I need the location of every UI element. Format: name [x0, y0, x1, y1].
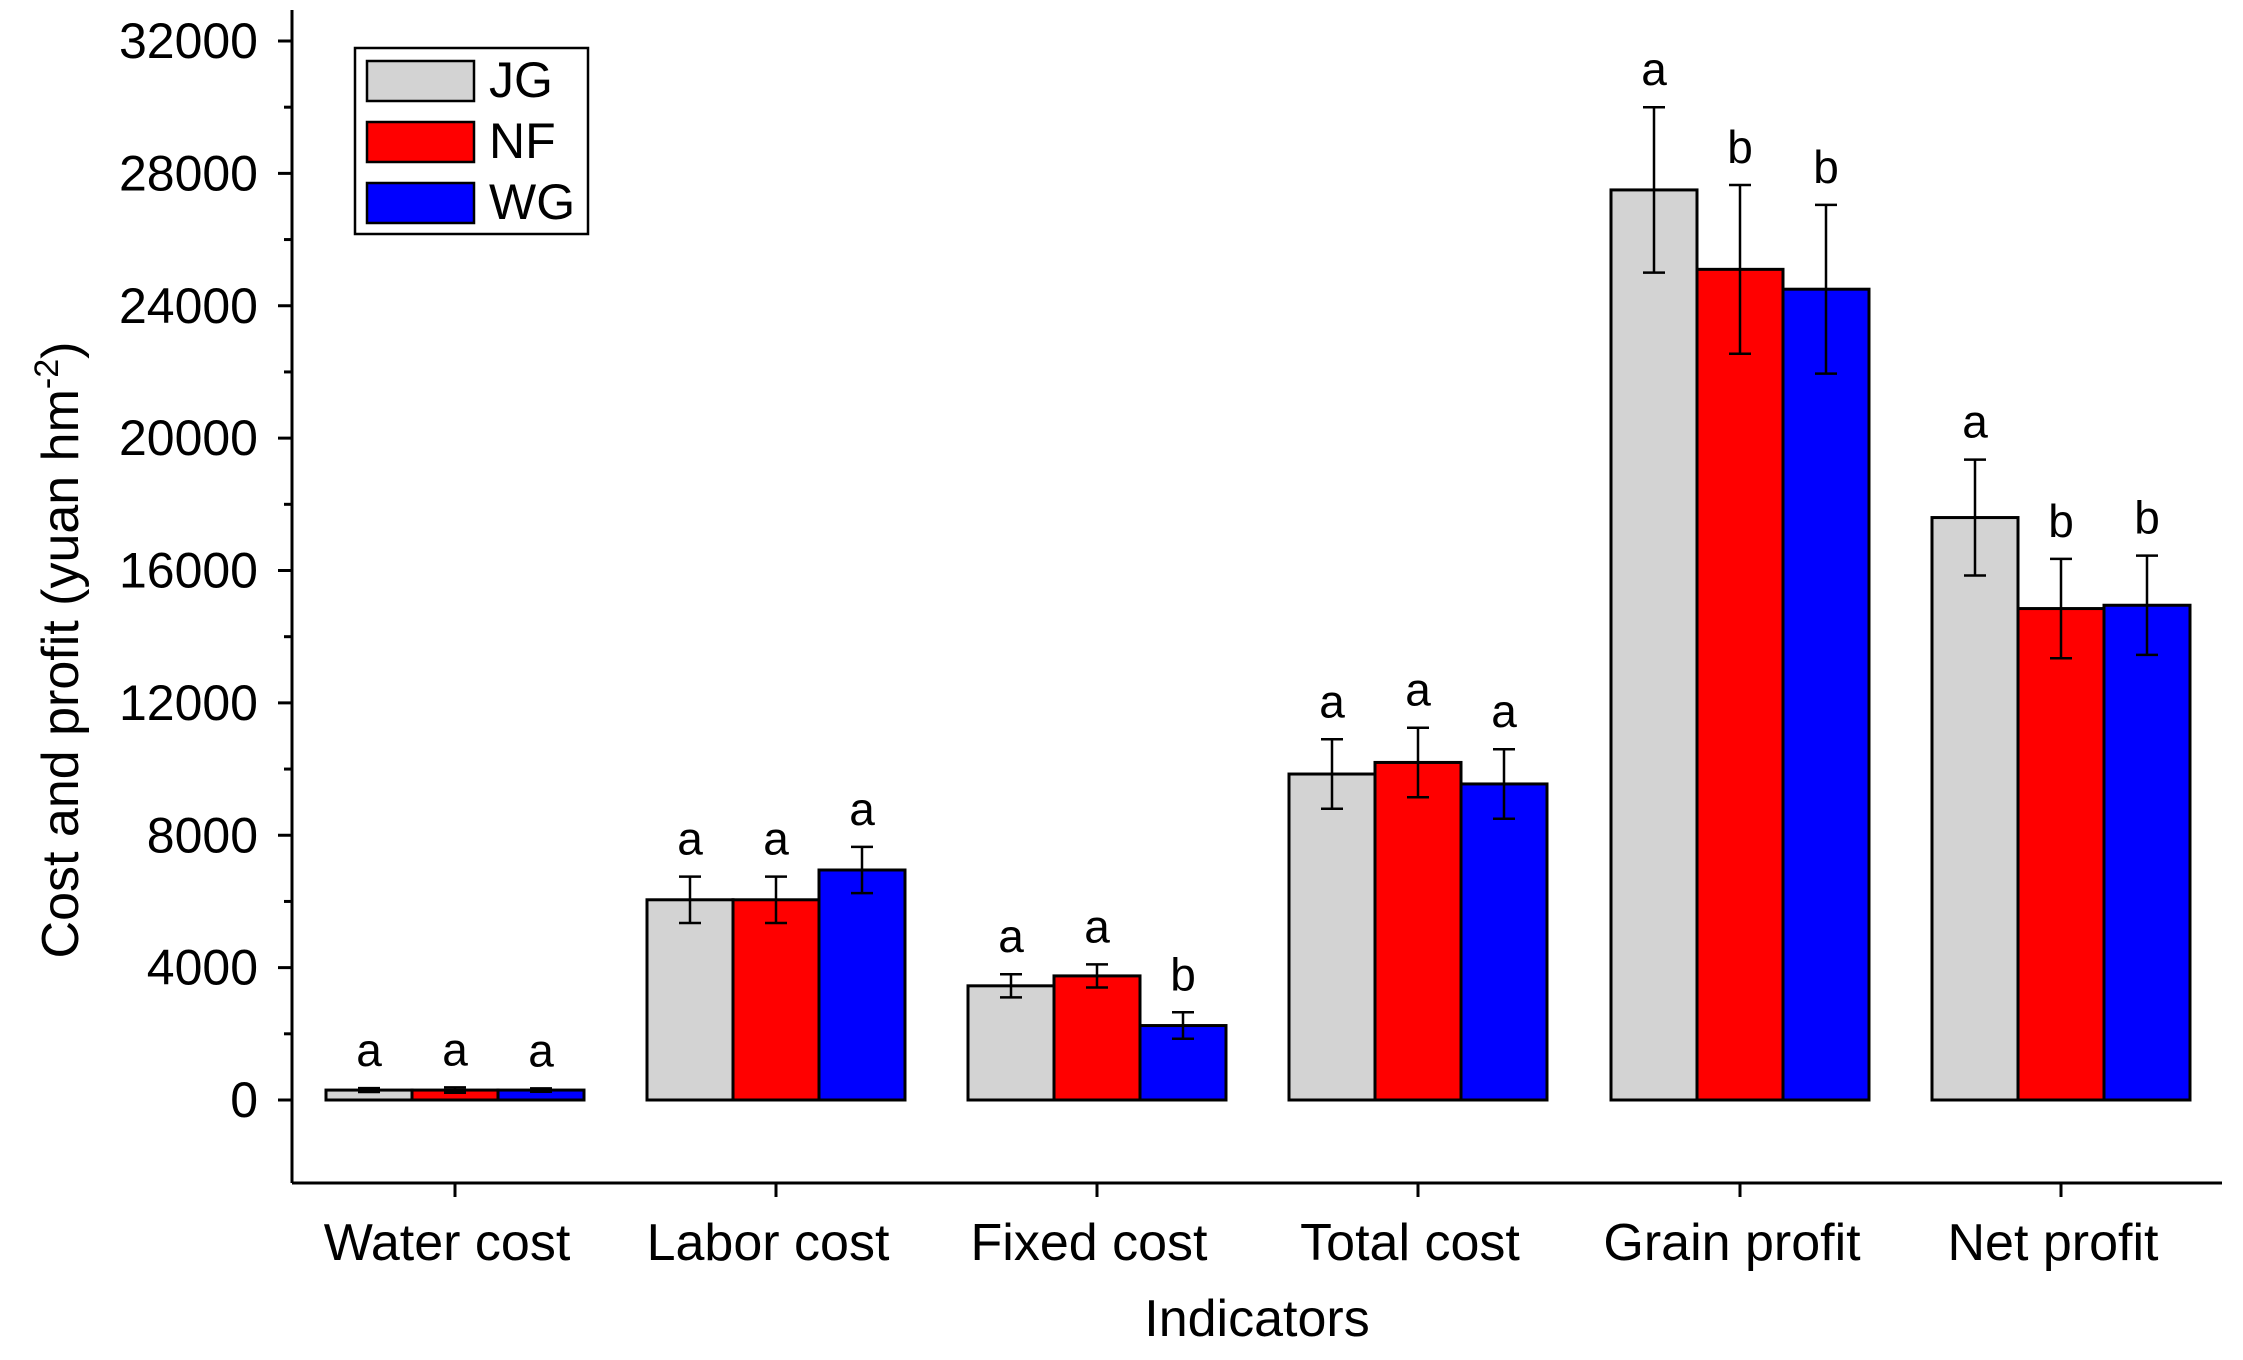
x-category-label: Net profit: [1948, 1214, 2160, 1272]
y-tick-label: 28000: [119, 145, 258, 201]
significance-label: a: [1641, 43, 1667, 95]
y-tick-label: 12000: [119, 675, 258, 731]
y-tick-label: 24000: [119, 278, 258, 334]
y-tick-label: 8000: [147, 807, 258, 863]
y-tick-label: 32000: [119, 13, 258, 69]
significance-label: a: [1084, 900, 1110, 952]
y-axis-title: Cost and profit (yuan hm-2): [28, 342, 90, 959]
legend-label-nf: NF: [489, 113, 556, 169]
y-tick-label: 4000: [147, 940, 258, 996]
legend-label-wg: WG: [489, 174, 575, 230]
y-tick-label: 0: [230, 1072, 258, 1128]
y-axis-title-main: Cost and profit (yuan hm: [32, 389, 90, 958]
x-category-label: Water cost: [324, 1214, 571, 1272]
bar-nf: [1373, 760, 1463, 1102]
significance-label: a: [763, 813, 789, 865]
x-axis-title: Indicators: [1144, 1290, 1369, 1348]
bar-wg: [1459, 782, 1549, 1102]
axes: [278, 10, 2222, 1197]
x-category-label: Labor cost: [647, 1214, 890, 1272]
y-tick-label: 20000: [119, 410, 258, 466]
legend-swatch-jg: [365, 59, 476, 103]
significance-label: a: [1962, 396, 1988, 448]
bar-jg: [966, 984, 1056, 1102]
significance-label: a: [528, 1024, 554, 1076]
significance-label: a: [1405, 664, 1431, 716]
bar-wg: [2102, 603, 2192, 1102]
legend-label-jg: JG: [489, 52, 553, 108]
significance-label: a: [442, 1023, 468, 1075]
significance-label: b: [2134, 492, 2160, 544]
bar-nf: [731, 898, 821, 1102]
bar-jg: [1609, 188, 1699, 1102]
significance-label: a: [849, 783, 875, 835]
legend-swatch-wg: [365, 181, 476, 225]
bar-wg: [1781, 287, 1871, 1102]
bar-jg: [645, 898, 735, 1102]
bar-nf: [1695, 267, 1785, 1102]
labels: 0 4000 8000 12000 16000 20000 24000 28000 32000 W…: [119, 13, 2160, 1272]
x-category-label: Total cost: [1300, 1214, 1520, 1272]
y-axis-title-superscript: -2: [28, 359, 66, 389]
bar-wg: [817, 868, 907, 1102]
significance-label: a: [356, 1024, 382, 1076]
significance-label: b: [1813, 141, 1839, 193]
bar-jg: [1930, 516, 2020, 1102]
significance-label: a: [998, 910, 1024, 962]
significance-label: a: [1319, 675, 1345, 727]
significance-label: b: [1727, 121, 1753, 173]
x-category-label: Grain profit: [1603, 1214, 1861, 1272]
legend-swatch-nf: [365, 120, 476, 164]
significance-label: a: [677, 813, 703, 865]
significance-label: b: [1170, 948, 1196, 1000]
significance-label: a: [1491, 685, 1517, 737]
bar-nf: [1052, 974, 1142, 1102]
x-category-label: Fixed cost: [971, 1214, 1209, 1272]
bars: [324, 105, 2192, 1102]
significance-label: b: [2048, 495, 2074, 547]
bar-nf: [2016, 607, 2106, 1102]
y-axis-title-close: ): [32, 342, 90, 359]
y-tick-label: 16000: [119, 543, 258, 599]
bar-jg: [1287, 772, 1377, 1102]
